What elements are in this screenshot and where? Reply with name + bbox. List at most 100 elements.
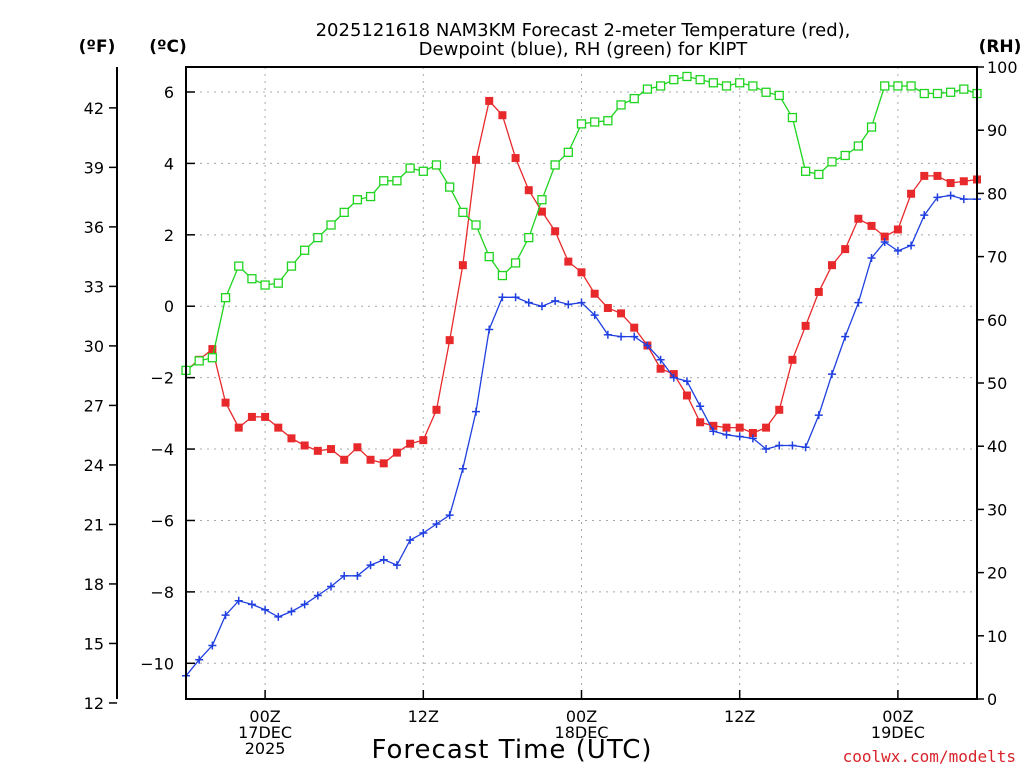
rh-point [814,169,824,180]
2-meter-temperature-point [458,261,467,270]
rh-point [866,122,877,132]
2-meter-temperature-point [775,405,784,414]
dewpoint-point [234,596,243,605]
dewpoint-point [959,195,968,204]
rh-point [445,182,455,192]
dewpoint-point [735,432,744,441]
dewpoint-point [353,571,362,580]
fahrenheit-unit-label: (ºF) [79,37,116,57]
rh-point [392,176,402,186]
rh-point [379,176,389,186]
2-meter-temperature-point [432,405,441,414]
dewpoint-point [590,311,599,320]
rh-point [893,81,903,91]
2-meter-temperature-point [907,189,916,198]
2-meter-temperature-point [406,439,415,448]
dewpoint-point [854,298,863,307]
dewpoint-point [247,600,256,609]
2-meter-temperature-point [841,245,850,254]
celsius-tick-label: −10 [140,654,174,673]
rh-point [840,150,850,161]
dewpoint-point [300,600,309,609]
rh-point [576,119,587,129]
rh-tick-label: 40 [987,437,1007,456]
2-meter-temperature-point [511,154,520,163]
dewpoint-point [511,293,520,302]
2-meter-temperature-point [590,289,599,298]
celsius-tick-label: 4 [164,154,174,173]
fahrenheit-tick-label: 18 [84,575,104,594]
rh-point [721,81,732,91]
2-meter-temperature-point [472,155,481,164]
celsius-tick-label: 2 [164,226,174,245]
2-meter-temperature-point [524,186,533,195]
dewpoint-point [551,296,560,305]
rh-point [880,81,890,91]
2-meter-temperature-point [880,232,889,241]
2-meter-temperature-point [709,421,718,430]
rh-point [247,274,257,284]
fahrenheit-tick-label: 12 [84,694,104,713]
dewpoint-point [775,441,784,450]
rh-point [787,112,798,123]
dewpoint-point [669,373,678,382]
rh-point [207,353,218,363]
celsius-tick-label: −2 [150,369,174,388]
celsius-tick-label: −6 [150,511,174,530]
dewpoint-point [603,330,612,339]
rh-point [471,220,481,230]
series-layer [181,71,982,680]
dewpoint-point [432,520,441,529]
dewpoint-point [195,655,204,664]
2-meter-temperature-point [419,436,428,445]
2-meter-temperature-point [682,391,691,400]
2-meter-temperature-point [722,423,731,432]
dewpoint-point [221,611,230,620]
2-meter-temperature-point [867,221,876,230]
dewpoint-point [827,370,836,379]
2-meter-temperature-point [801,321,810,330]
2-meter-temperature-line [185,99,978,465]
dewpoint-point [946,191,955,200]
2-meter-temperature-point [445,336,454,345]
rh-tick-label: 90 [987,121,1007,140]
dewpoint-point [630,332,639,341]
dewpoint-point [841,332,850,341]
dewpoint-point [472,407,481,416]
fahrenheit-tick-label: 21 [84,515,104,534]
rh-point [669,74,679,85]
rh-point [827,157,837,167]
2-meter-temperature-point [893,225,902,234]
rh-point [313,232,323,243]
2-meter-temperature-point [313,446,322,455]
2-meter-temperature-point [392,448,401,457]
rh-tick-label: 0 [987,690,997,709]
dewpoint-point [261,605,270,614]
rh-point [260,280,270,290]
grid-lines [186,67,977,699]
celsius-tick-label: −8 [150,583,174,602]
fahrenheit-tick-label: 42 [84,99,104,118]
rh-tick-label: 100 [987,58,1018,77]
dewpoint-point [208,641,217,650]
dewpoint-point [907,241,916,250]
rh-point [537,195,547,205]
rh-point [761,87,771,97]
rh-point [682,71,692,82]
dewpoint-point [274,612,283,621]
rh-point [431,160,442,170]
rh-point [932,88,943,99]
2-meter-temperature-point [537,207,546,216]
dewpoint-point [801,443,810,452]
2-meter-temperature-point [485,96,494,105]
x-tick-label: 00Z [249,707,280,726]
rh-unit-label: (RH) [979,37,1022,57]
rh-point [286,261,297,271]
2-meter-temperature-point [247,412,256,421]
x-tick-label: 00Z [566,707,597,726]
x-tick-label: 18DEC [555,723,609,742]
rh-point [563,147,573,157]
rh-point [326,220,336,230]
rh-point [484,251,494,262]
